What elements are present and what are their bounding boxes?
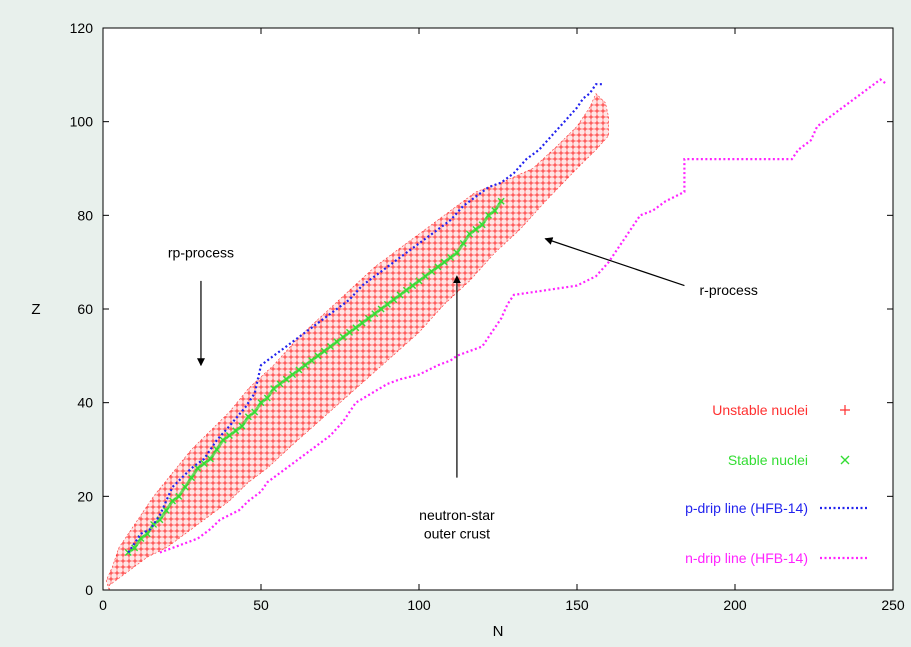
legend-label: Unstable nuclei <box>712 402 808 418</box>
annotation-label: r-process <box>700 282 758 298</box>
y-tick-label: 60 <box>77 301 93 317</box>
axes: 0 50 100 150 200 250 0 20 40 60 80 100 120 <box>70 20 905 613</box>
legend-symbol <box>840 455 850 465</box>
plot-area <box>103 28 893 590</box>
annotation-label: neutron-star <box>419 507 495 523</box>
x-tick-label: 50 <box>253 597 269 613</box>
annotation-label: rp-process <box>168 244 234 260</box>
x-tick-label: 100 <box>407 597 431 613</box>
legend: Unstable nuclei Stable nuclei p-drip line … <box>685 402 868 566</box>
stable-nuclei-series <box>124 197 505 557</box>
unstable-band <box>105 93 609 590</box>
stable-line <box>127 200 503 554</box>
y-tick-label: 100 <box>70 114 94 130</box>
y-axis-label: Z <box>31 301 40 318</box>
unstable-nuclei-series <box>105 93 609 590</box>
annotations: rp-process r-process neutron-star outer cru… <box>168 237 758 541</box>
y-tick-label: 20 <box>77 488 93 504</box>
y-tick-label: 0 <box>85 582 93 598</box>
x-tick-label: 150 <box>565 597 589 613</box>
y-tick-label: 80 <box>77 207 93 223</box>
annotation-label: outer crust <box>424 525 490 541</box>
y-tick-label: 120 <box>70 20 94 36</box>
p-drip-line-series <box>127 83 603 554</box>
legend-label: p-drip line (HFB-14) <box>685 500 808 516</box>
legend-label: Stable nuclei <box>728 452 808 468</box>
x-axis-label: N <box>493 623 504 640</box>
legend-symbol <box>840 405 850 415</box>
legend-label: n-drip line (HFB-14) <box>685 550 808 566</box>
x-tick-label: 0 <box>99 597 107 613</box>
x-tick-label: 200 <box>723 597 747 613</box>
r-process-arrow <box>544 237 685 287</box>
y-tick-label: 40 <box>77 395 93 411</box>
p-drip-line <box>127 83 603 554</box>
x-tick-label: 250 <box>881 597 905 613</box>
